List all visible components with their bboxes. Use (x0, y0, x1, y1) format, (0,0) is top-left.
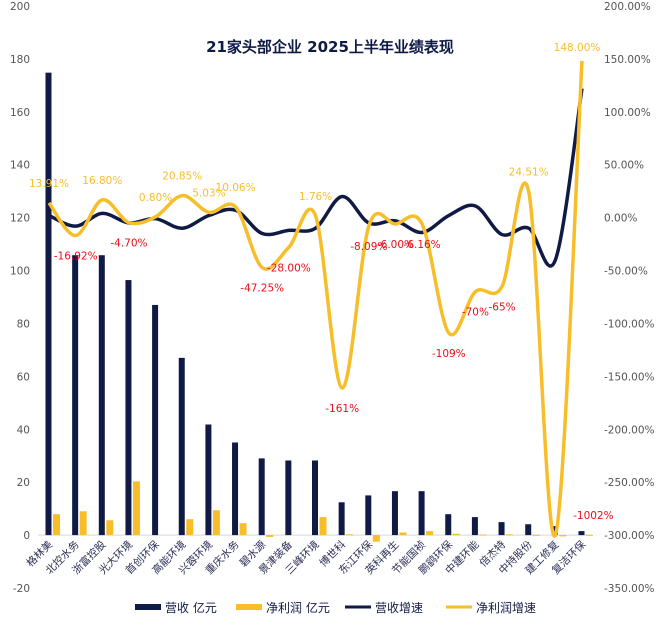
net-profit-bar (266, 535, 274, 537)
left-axis-tick: 180 (10, 54, 30, 66)
right-axis-tick: -350.00% (604, 583, 655, 595)
revenue-bar (152, 304, 159, 536)
revenue-bar (471, 517, 478, 536)
net-profit-growth-label: -65% (488, 301, 515, 313)
revenue-bar (418, 491, 425, 536)
net-profit-bar (212, 510, 220, 536)
net-profit-growth-label: -6.16% (404, 239, 441, 251)
net-profit-bar (106, 520, 114, 536)
net-profit-bar (559, 535, 567, 537)
net-profit-growth-label: -6.00% (377, 239, 414, 251)
right-axis-tick: -200.00% (604, 424, 655, 436)
net-profit-growth-label: 16.80% (82, 175, 122, 187)
left-axis-tick: 140 (10, 160, 30, 172)
net-profit-growth-label: 0.80% (139, 192, 172, 204)
revenue-bar (205, 424, 212, 536)
net-profit-bar (346, 534, 354, 536)
net-profit-growth-label: 1.76% (299, 191, 332, 203)
left-axis-tick: 200 (10, 1, 30, 13)
revenue-bar (445, 514, 452, 536)
revenue-bar (232, 442, 239, 536)
net-profit-bar (452, 533, 460, 536)
net-profit-growth-label: 10.06% (216, 182, 256, 194)
net-profit-growth-line (47, 60, 584, 538)
revenue-bar (338, 502, 345, 536)
net-profit-growth-label: -16.92% (54, 251, 98, 263)
right-axis-tick: -50.00% (604, 266, 648, 278)
legend-swatch (236, 604, 262, 610)
left-axis-tick: -20 (13, 583, 30, 595)
legend-label: 营收增速 (375, 601, 423, 615)
net-profit-bar (186, 519, 194, 536)
revenue-bar (365, 495, 372, 536)
left-axis-tick: 80 (17, 318, 30, 330)
net-profit-growth-label: -1002% (573, 510, 614, 522)
net-profit-bar (506, 534, 514, 536)
legend-swatch (135, 604, 161, 610)
right-axis-tick: 0.00% (604, 213, 637, 225)
net-profit-growth-label: -28.00% (267, 262, 311, 274)
net-profit-growth-label: 24.51% (509, 167, 549, 179)
revenue-bar (391, 491, 398, 536)
revenue-bar (578, 531, 585, 536)
left-axis-tick: 40 (17, 424, 30, 436)
net-profit-growth-label: 5.03% (192, 187, 225, 199)
left-axis-tick: 60 (17, 371, 30, 383)
net-profit-bar (479, 534, 487, 536)
left-axis-tick: 0 (23, 530, 30, 542)
left-axis-tick: 160 (10, 107, 30, 119)
net-profit-bar (239, 523, 247, 536)
net-profit-growth-label: 20.85% (162, 171, 202, 183)
legend-label: 净利润增速 (476, 601, 536, 615)
net-profit-bar (132, 481, 140, 536)
revenue-bar (285, 460, 292, 536)
net-profit-bar (586, 534, 593, 536)
revenue-bar (498, 522, 505, 536)
right-axis-tick: 150.00% (604, 54, 651, 66)
left-axis-tick: 120 (10, 213, 30, 225)
net-profit-growth-label: -161% (325, 403, 359, 415)
net-profit-growth-label: -70% (462, 307, 489, 319)
revenue-bar (98, 255, 105, 536)
revenue-bar (125, 280, 132, 536)
revenue-bar (45, 72, 52, 536)
net-profit-growth-label: 148.00% (554, 42, 601, 54)
right-axis-tick: -100.00% (604, 318, 655, 330)
legend-label: 营收 亿元 (165, 600, 217, 615)
revenue-bar (312, 460, 318, 536)
right-axis-tick: -150.00% (604, 371, 655, 383)
net-profit-growth-label: -109% (432, 348, 466, 360)
net-profit-growth-label: -47.25% (240, 283, 284, 295)
right-axis-tick: 50.00% (604, 160, 644, 172)
left-axis-tick: 20 (17, 477, 30, 489)
net-profit-bar (53, 514, 60, 536)
right-axis-tick: -250.00% (604, 477, 655, 489)
net-profit-bar (79, 511, 87, 536)
net-profit-bar (426, 531, 434, 536)
net-profit-bar (399, 532, 407, 536)
revenue-bar (72, 255, 79, 536)
net-profit-growth-label: -4.70% (110, 238, 147, 250)
revenue-bar (525, 524, 532, 536)
revenue-bar (178, 357, 185, 536)
revenue-bar (258, 458, 265, 536)
left-axis-tick: 100 (10, 266, 30, 278)
right-axis-tick: -300.00% (604, 530, 655, 542)
net-profit-bar (319, 517, 327, 536)
net-profit-growth-label: -8.09% (350, 241, 387, 253)
legend-label: 净利润 亿元 (266, 600, 330, 615)
net-profit-growth-label: 13.91% (29, 178, 69, 190)
chart-title: 21家头部企业 2025上半年业绩表现 (206, 38, 454, 56)
right-axis-tick: 100.00% (604, 107, 651, 119)
right-axis-tick: 200.00% (604, 1, 651, 13)
legend: 营收 亿元 净利润 亿元 营收增速 净利润增速 (135, 600, 536, 615)
net-profit-bar (372, 535, 380, 542)
net-profit-bar (532, 534, 540, 536)
